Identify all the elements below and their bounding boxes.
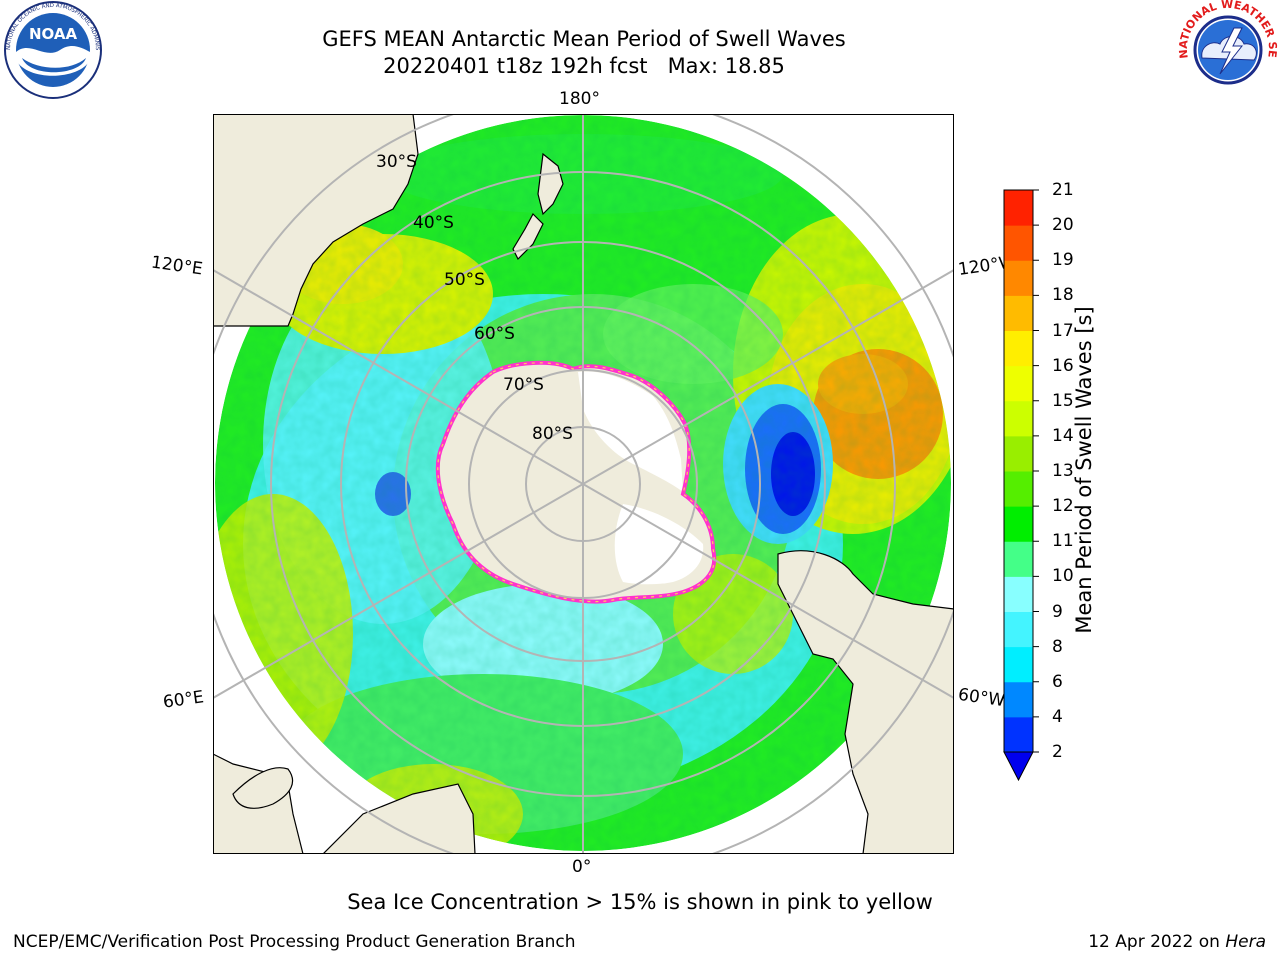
lon-label-0: 0° — [572, 857, 592, 877]
footer-branch: NCEP/EMC/Verification Post Processing Pr… — [13, 932, 576, 952]
title-line-1: GEFS MEAN Antarctic Mean Period of Swell… — [322, 27, 846, 51]
colorbar-tick-label: 11 — [1052, 531, 1074, 552]
colorbar-tick-label: 6 — [1052, 671, 1063, 692]
colorbar-segment — [1004, 681, 1033, 718]
colorbar-segment — [1004, 506, 1033, 542]
lat-label-80s: 80°S — [532, 424, 573, 444]
colorbar-tick-label: 4 — [1052, 706, 1063, 727]
colorbar-segment — [1004, 365, 1033, 402]
lon-label-60w: 60°W — [956, 684, 1007, 712]
graticule — [214, 115, 953, 853]
colorbar-tick-label: 9 — [1052, 601, 1063, 622]
colorbar-tick-label: 15 — [1052, 390, 1074, 411]
footer-date: 12 Apr 2022 on Hera — [1088, 932, 1266, 952]
colorbar-tick-label: 20 — [1052, 215, 1074, 236]
colorbar-segment — [1004, 541, 1033, 577]
colorbar-tick-label: 13 — [1052, 461, 1074, 481]
colorbar-tick-label: 16 — [1052, 355, 1074, 376]
nws-logo: NATIONAL WEATHER SERVICE — [1172, 0, 1280, 102]
colorbar-tick-label: 18 — [1052, 285, 1074, 306]
colorbar-segment — [1004, 646, 1033, 683]
lat-label-40s: 40°S — [413, 213, 454, 233]
svg-text:NOAA: NOAA — [29, 25, 78, 43]
colorbar-tick-label: 12 — [1052, 496, 1074, 517]
colorbar-extend-arrow — [1003, 751, 1034, 782]
colorbar-segment — [1004, 190, 1033, 226]
colorbar-tick-label: 19 — [1052, 250, 1074, 271]
sea-ice-note: Sea Ice Concentration > 15% is shown in … — [347, 890, 933, 914]
lat-label-70s: 70°S — [503, 375, 544, 395]
map-panel — [213, 114, 954, 854]
colorbar-segment — [1004, 576, 1033, 612]
lat-label-30s: 30°S — [376, 152, 417, 172]
footer-host: Hera — [1225, 932, 1266, 952]
lat-label-60s: 60°S — [474, 324, 515, 344]
colorbar-label: Mean Period of Swell Waves [s] — [1072, 306, 1096, 634]
chart-title: GEFS MEAN Antarctic Mean Period of Swell… — [0, 26, 1168, 80]
colorbar-tick-label: 2 — [1052, 742, 1063, 762]
colorbar-tick-label: 10 — [1052, 566, 1074, 587]
colorbar-tick-label: 8 — [1052, 636, 1063, 657]
footer-date-text: 12 Apr 2022 on — [1088, 932, 1220, 952]
colorbar-segment — [1004, 330, 1033, 367]
colorbar-tick-label: 17 — [1052, 320, 1074, 341]
colorbar — [1003, 189, 1039, 782]
colorbar-tick-label: 21 — [1052, 180, 1074, 200]
polar-map — [214, 115, 953, 853]
colorbar-tick-label: 14 — [1052, 425, 1074, 446]
colorbar-segment — [1004, 260, 1033, 296]
lon-label-120e: 120°E — [149, 252, 204, 280]
lon-label-180: 180° — [559, 89, 600, 109]
sea-ice — [578, 371, 704, 585]
lat-label-50s: 50°S — [444, 270, 485, 290]
colorbar-segment — [1004, 435, 1033, 472]
colorbar-segment — [1004, 225, 1033, 261]
colorbar-segment — [1004, 400, 1033, 437]
noaa-logo: NOAA NATIONAL OCEANIC AND ATMOSPHERIC AD… — [0, 0, 106, 102]
colorbar-segment — [1004, 716, 1033, 753]
colorbar-segment — [1004, 471, 1033, 507]
colorbar-segment — [1004, 295, 1033, 331]
title-line-2: 20220401 t18z 192h fcst Max: 18.85 — [383, 54, 785, 78]
lon-label-60e: 60°E — [161, 687, 206, 713]
colorbar-segment — [1004, 611, 1033, 648]
